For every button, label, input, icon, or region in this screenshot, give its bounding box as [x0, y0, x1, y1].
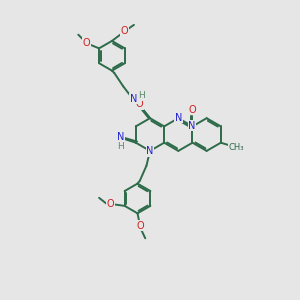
Text: H: H: [139, 92, 145, 100]
Text: N: N: [130, 94, 137, 104]
Text: N: N: [188, 121, 196, 131]
Text: N: N: [146, 146, 154, 157]
Text: CH₃: CH₃: [229, 143, 244, 152]
Text: O: O: [106, 200, 114, 209]
Text: O: O: [121, 26, 128, 36]
Text: O: O: [83, 38, 90, 48]
Text: O: O: [189, 105, 196, 115]
Text: N: N: [175, 112, 182, 123]
Text: H: H: [118, 142, 124, 152]
Text: O: O: [136, 99, 143, 109]
Text: N: N: [117, 132, 124, 142]
Text: O: O: [136, 221, 144, 231]
